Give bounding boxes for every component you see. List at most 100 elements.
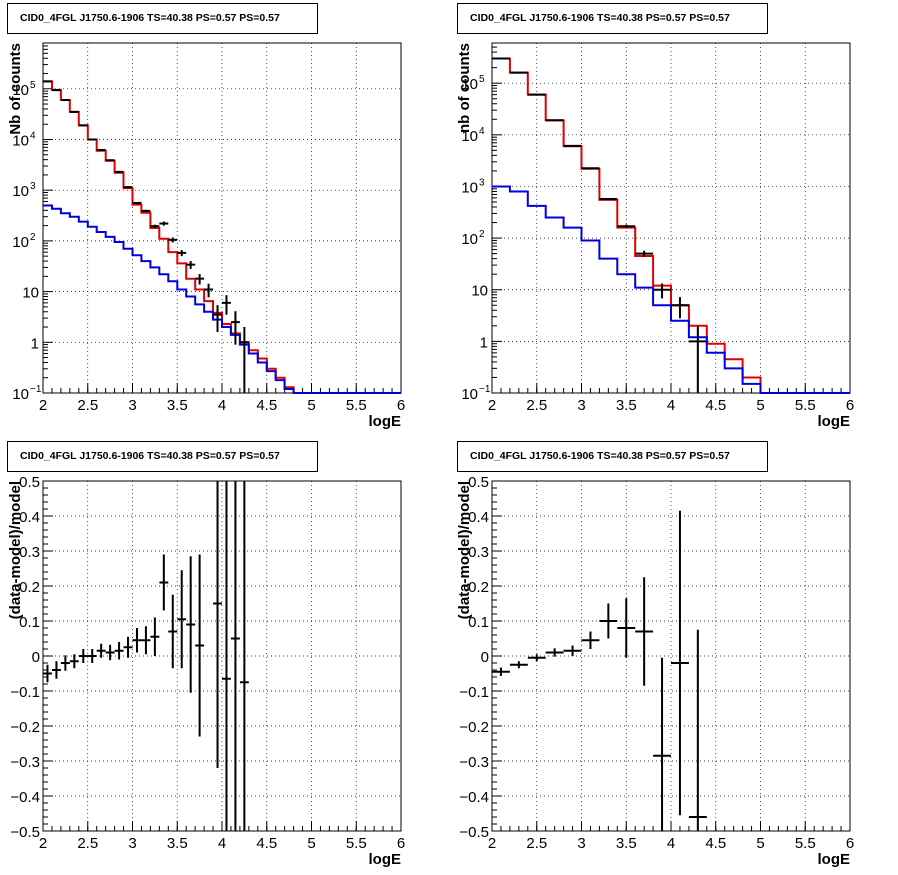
x-tick-label: 5.5 [346,835,367,852]
y-tick-exponent: 4 [30,130,36,141]
panel-title-1: CID0_4FGL J1750.6-1906 TS=40.38 PS=0.57 … [7,3,318,34]
x-tick-label: 2.5 [526,835,547,852]
x-tick-label: 6 [397,397,405,414]
x-tick-label: 4.5 [256,397,277,414]
x-tick-label: 2.5 [526,397,547,414]
y-tick-exponent: −1 [30,384,42,395]
y-tick-label: −0.4 [459,789,489,806]
x-tick-label: 3 [577,397,585,414]
y-axis-label: (data-model)/model [7,481,24,619]
y-tick-label: 10 [12,132,29,149]
histogram-series-1 [492,57,850,394]
y-tick-label: 10 [461,179,478,196]
y-tick-label: 1 [31,335,39,352]
x-tick-label: 4 [218,397,226,414]
x-tick-label: 5.5 [346,397,367,414]
y-tick-label: −0.3 [459,754,489,771]
y-tick-label: 0.3 [468,544,489,561]
x-tick-label: 2 [39,835,47,852]
histogram-series-2 [43,204,401,394]
y-tick-label: 10 [461,231,478,248]
y-tick-label: 0 [32,649,40,666]
y-tick-exponent: 4 [479,126,485,137]
x-tick-label: 3.5 [167,397,188,414]
x-tick-label: 5 [307,835,315,852]
y-tick-label: 0.3 [19,544,40,561]
y-tick-label: 0.2 [468,579,489,596]
y-tick-label: 10 [12,386,29,403]
panel-title-4: CID0_4FGL J1750.6-1906 TS=40.38 PS=0.57 … [457,441,768,472]
x-tick-label: 5 [307,397,315,414]
y-tick-exponent: 5 [479,74,485,85]
y-axis-label: nb of counts [456,43,473,133]
x-tick-label: 2 [39,397,47,414]
panel-title-3: CID0_4FGL J1750.6-1906 TS=40.38 PS=0.57 … [7,441,318,472]
x-tick-label: 2.5 [77,397,98,414]
y-tick-label: 10 [22,285,39,302]
x-axis-label: logE [818,851,851,868]
y-axis-label: Nb of counts [7,43,24,135]
x-tick-label: 2 [488,835,496,852]
x-tick-label: 3.5 [167,835,188,852]
y-tick-label: 10 [471,283,488,300]
y-tick-label: 10 [12,183,29,200]
panel-title-2: CID0_4FGL J1750.6-1906 TS=40.38 PS=0.57 … [457,3,768,34]
x-axis-label: logE [818,413,851,430]
y-tick-label: 0.2 [19,579,40,596]
x-tick-label: 4.5 [705,397,726,414]
histogram-series-2 [492,185,850,394]
x-tick-label: 5.5 [795,397,816,414]
x-tick-label: 6 [846,397,854,414]
y-tick-exponent: 2 [30,232,36,243]
y-axis-label: (data-model)/model [456,481,473,619]
y-tick-label: 0.5 [468,474,489,491]
y-tick-label: −0.1 [459,684,489,701]
y-tick-label: −0.4 [10,789,40,806]
y-tick-exponent: 5 [30,80,36,91]
y-tick-label: 10 [461,386,478,403]
x-tick-label: 4 [667,397,675,414]
y-tick-label: 10 [461,128,478,145]
x-tick-label: 5 [756,835,764,852]
y-tick-label: 1 [480,334,488,351]
y-tick-label: −0.3 [10,754,40,771]
y-tick-label: −0.2 [459,719,489,736]
y-tick-label: −0.1 [10,684,40,701]
x-tick-label: 3 [128,397,136,414]
y-tick-exponent: −1 [479,384,491,395]
x-tick-label: 3.5 [616,397,637,414]
x-tick-label: 5.5 [795,835,816,852]
y-tick-label: 10 [12,234,29,251]
y-tick-label: −0.5 [10,824,40,841]
y-tick-label: 10 [12,82,29,99]
y-tick-label: −0.2 [10,719,40,736]
x-tick-label: 4 [667,835,675,852]
y-tick-label: 0.1 [468,614,489,631]
x-tick-label: 4.5 [256,835,277,852]
x-axis-label: logE [369,413,402,430]
x-tick-label: 3 [577,835,585,852]
y-tick-exponent: 2 [479,229,485,240]
y-tick-exponent: 3 [30,181,36,192]
x-tick-label: 6 [397,835,405,852]
x-tick-label: 3 [128,835,136,852]
x-tick-label: 4 [218,835,226,852]
y-tick-label: 0.4 [468,509,489,526]
y-tick-exponent: 3 [479,177,485,188]
y-tick-label: 0.5 [19,474,40,491]
y-tick-label: 0.1 [19,614,40,631]
x-axis-label: logE [369,851,402,868]
x-tick-label: 3.5 [616,835,637,852]
x-tick-label: 2.5 [77,835,98,852]
histogram-series-1 [43,80,401,394]
x-tick-label: 6 [846,835,854,852]
y-tick-label: −0.5 [459,824,489,841]
x-tick-label: 4.5 [705,835,726,852]
x-tick-label: 5 [756,397,764,414]
x-tick-label: 2 [488,397,496,414]
